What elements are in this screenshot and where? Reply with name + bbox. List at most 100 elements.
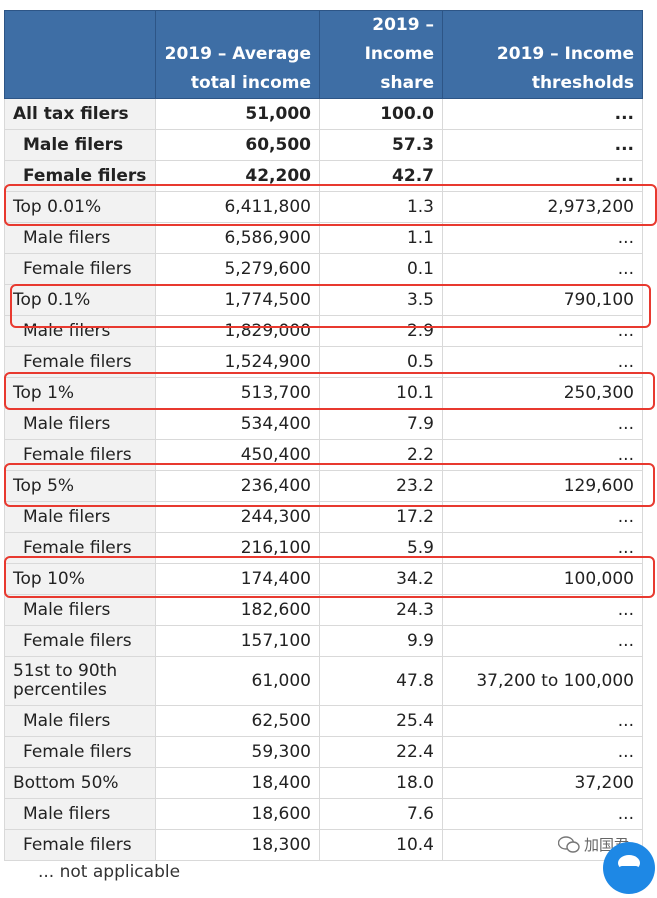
income-share-cell: 18.0 (319, 767, 443, 799)
average-income-cell: 182,600 (155, 594, 320, 626)
income-share-cell: 17.2 (319, 501, 443, 533)
income-share-cell: 10.4 (319, 829, 443, 861)
income-share-cell: 57.3 (319, 129, 443, 161)
income-threshold-cell: ... (442, 501, 643, 533)
average-income-cell: 18,400 (155, 767, 320, 799)
average-income-cell: 1,524,900 (155, 346, 320, 378)
header-average-income: 2019 – Average total income (155, 10, 320, 99)
income-share-cell: 22.4 (319, 736, 443, 768)
average-income-cell: 534,400 (155, 408, 320, 440)
average-income-cell: 513,700 (155, 377, 320, 409)
average-income-cell: 216,100 (155, 532, 320, 564)
table-row: Male filers 6,586,900 1.1... (4, 222, 643, 254)
table-header: 2019 – Average total income 2019 – Incom… (4, 10, 643, 99)
table-row: Male filers 182,600 24.3... (4, 594, 643, 626)
average-income-cell: 157,100 (155, 625, 320, 657)
table-row: Female filers 5,279,600 0.1... (4, 253, 643, 285)
income-threshold-cell: ... (442, 253, 643, 285)
income-threshold-cell: ... (442, 532, 643, 564)
table-row: Male filers 18,600 7.6... (4, 798, 643, 830)
income-share-cell: 42.7 (319, 160, 443, 192)
income-threshold-cell: ... (442, 346, 643, 378)
average-income-cell: 1,829,000 (155, 315, 320, 347)
header-income-share: 2019 – Income share (319, 10, 443, 99)
row-label: Male filers (4, 315, 156, 347)
income-share-cell: 2.2 (319, 439, 443, 471)
average-income-cell: 244,300 (155, 501, 320, 533)
table-row: Female filers 1,524,900 0.5... (4, 346, 643, 378)
row-label: Top 0.1% (4, 284, 156, 316)
table-row: Top 5% 236,400 23.2 129,600 (4, 470, 643, 502)
table-row: Female filers 59,300 22.4... (4, 736, 643, 768)
row-label: Female filers (4, 160, 156, 192)
income-share-cell: 0.5 (319, 346, 443, 378)
average-income-cell: 42,200 (155, 160, 320, 192)
row-label: Female filers (4, 532, 156, 564)
chat-bubble-icon[interactable] (603, 842, 655, 894)
row-label: Top 1% (4, 377, 156, 409)
income-threshold-cell: 250,300 (442, 377, 643, 409)
income-threshold-cell: ... (442, 160, 643, 192)
income-table: 2019 – Average total income 2019 – Incom… (4, 10, 643, 861)
income-share-cell: 3.5 (319, 284, 443, 316)
income-share-cell: 0.1 (319, 253, 443, 285)
row-label: Female filers (4, 829, 156, 861)
income-threshold-cell: 790,100 (442, 284, 643, 316)
row-label: Top 10% (4, 563, 156, 595)
average-income-cell: 18,300 (155, 829, 320, 861)
income-threshold-cell: ... (442, 222, 643, 254)
table-row: Female filers 42,200 42.7... (4, 160, 643, 192)
row-label: Top 5% (4, 470, 156, 502)
header-empty (4, 10, 156, 99)
chat-glyph-icon (618, 855, 640, 874)
income-share-cell: 23.2 (319, 470, 443, 502)
income-threshold-cell: ... (442, 736, 643, 768)
table-row: Top 0.1% 1,774,500 3.5 790,100 (4, 284, 643, 316)
footnote: ... not applicable (38, 862, 181, 882)
table-row: Male filers 62,500 25.4... (4, 705, 643, 737)
income-threshold-cell: ... (442, 705, 643, 737)
average-income-cell: 61,000 (155, 656, 320, 706)
income-share-cell: 2.9 (319, 315, 443, 347)
row-label: Male filers (4, 408, 156, 440)
table-row: Top 1% 513,700 10.1 250,300 (4, 377, 643, 409)
row-label: All tax filers (4, 98, 156, 130)
income-share-cell: 34.2 (319, 563, 443, 595)
row-label: Male filers (4, 705, 156, 737)
row-label: Female filers (4, 625, 156, 657)
row-label: Female filers (4, 736, 156, 768)
income-share-cell: 7.9 (319, 408, 443, 440)
income-share-cell: 47.8 (319, 656, 443, 706)
income-threshold-cell: ... (442, 98, 643, 130)
income-threshold-cell: 37,200 to 100,000 (442, 656, 643, 706)
income-share-cell: 25.4 (319, 705, 443, 737)
income-threshold-cell: ... (442, 315, 643, 347)
table-row: Female filers 157,100 9.9... (4, 625, 643, 657)
wechat-icon (558, 835, 580, 853)
average-income-cell: 62,500 (155, 705, 320, 737)
income-threshold-cell: ... (442, 594, 643, 626)
income-share-cell: 9.9 (319, 625, 443, 657)
income-share-cell: 100.0 (319, 98, 443, 130)
income-share-cell: 1.3 (319, 191, 443, 223)
table-row: Male filers 1,829,000 2.9... (4, 315, 643, 347)
average-income-cell: 1,774,500 (155, 284, 320, 316)
table-row: Female filers 216,100 5.9... (4, 532, 643, 564)
income-threshold-cell: 37,200 (442, 767, 643, 799)
table-body: All tax filers 51,000 100.0... Male filers 6… (4, 98, 643, 861)
income-share-cell: 10.1 (319, 377, 443, 409)
row-label: Male filers (4, 222, 156, 254)
table-row: Female filers 450,400 2.2... (4, 439, 643, 471)
row-label: Bottom 50% (4, 767, 156, 799)
average-income-cell: 60,500 (155, 129, 320, 161)
average-income-cell: 5,279,600 (155, 253, 320, 285)
income-threshold-cell: ... (442, 408, 643, 440)
income-threshold-cell: 100,000 (442, 563, 643, 595)
average-income-cell: 174,400 (155, 563, 320, 595)
income-share-cell: 7.6 (319, 798, 443, 830)
income-share-cell: 5.9 (319, 532, 443, 564)
average-income-cell: 6,586,900 (155, 222, 320, 254)
table-row: Male filers 534,400 7.9... (4, 408, 643, 440)
income-threshold-cell: ... (442, 625, 643, 657)
